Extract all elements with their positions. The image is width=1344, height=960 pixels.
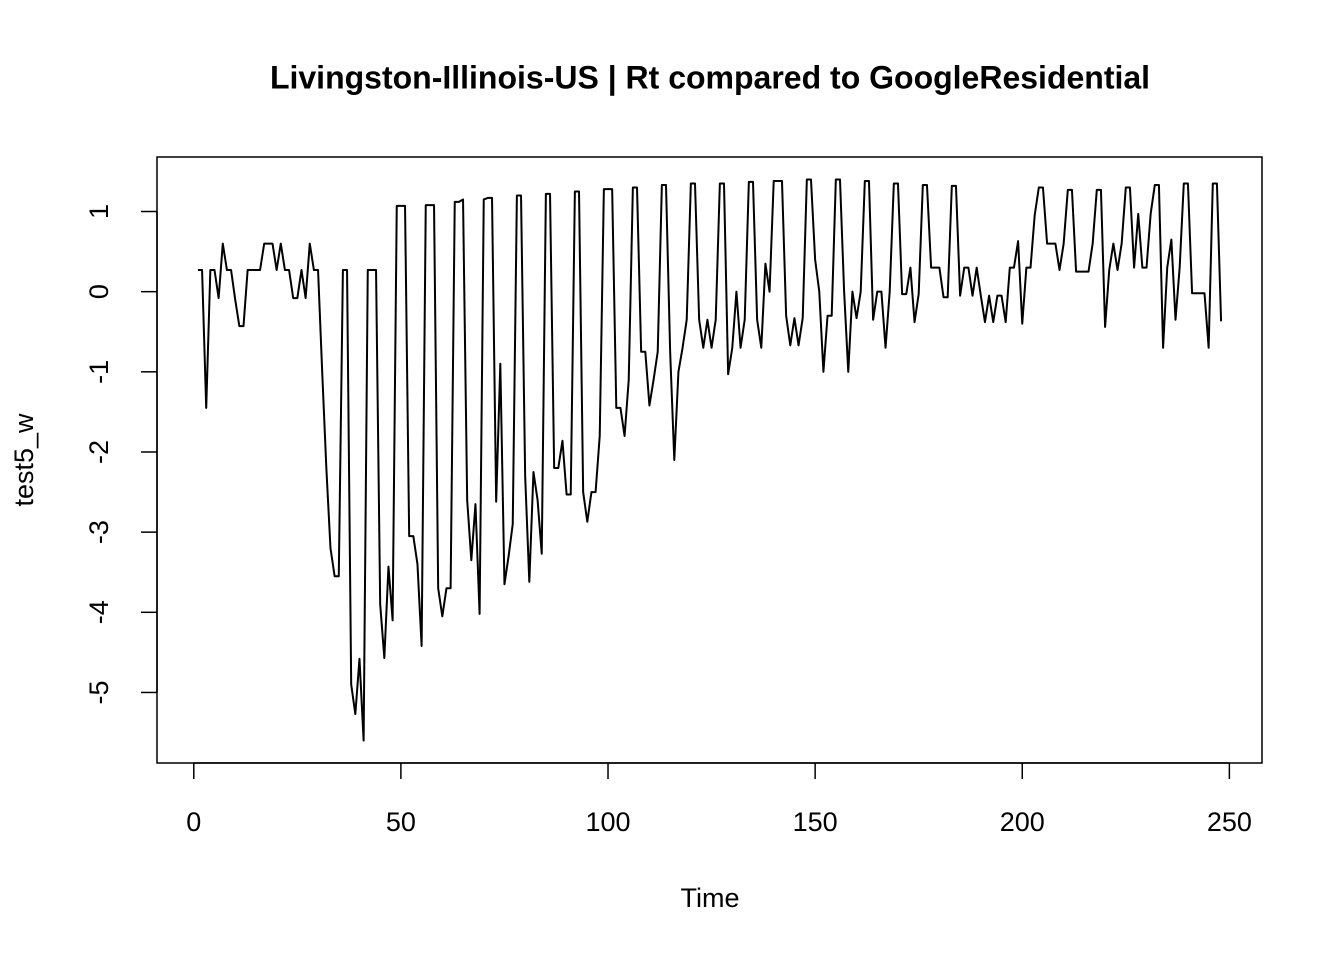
- y-axis-label: test5_w: [9, 413, 39, 507]
- y-tick-label: 0: [84, 284, 114, 299]
- x-tick-label: 200: [1000, 807, 1045, 837]
- x-tick-label: 0: [186, 807, 201, 837]
- y-tick-label: 1: [84, 204, 114, 219]
- x-tick-label: 50: [386, 807, 416, 837]
- y-tick-label: -5: [84, 680, 114, 704]
- x-tick-label: 150: [793, 807, 838, 837]
- x-tick-label: 250: [1207, 807, 1252, 837]
- x-tick-label: 100: [585, 807, 630, 837]
- y-tick-label: -4: [84, 600, 114, 624]
- data-line: [197, 178, 1223, 742]
- y-tick-label: -1: [84, 360, 114, 384]
- y-tick-label: -3: [84, 520, 114, 544]
- chart-title: Livingston-Illinois-US | Rt compared to …: [270, 59, 1150, 95]
- x-axis-label: Time: [681, 883, 740, 913]
- y-tick-label: -2: [84, 440, 114, 464]
- plot-box: [156, 156, 1263, 764]
